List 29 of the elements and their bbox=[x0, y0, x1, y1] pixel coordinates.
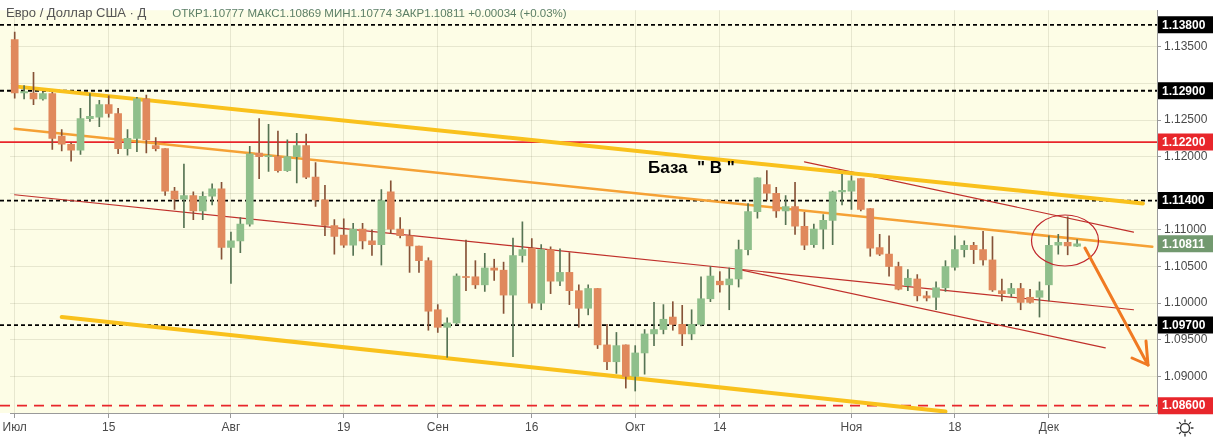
y-tick-label: 1.13500 bbox=[1164, 39, 1208, 54]
chart-title: Евро / Доллар США · Д bbox=[6, 5, 147, 20]
ref-line-label: 1.09700 bbox=[1162, 317, 1206, 332]
x-tick-label: 18 bbox=[948, 419, 962, 434]
x-tick-label: 19 bbox=[337, 419, 351, 434]
y-tick-label: 1.12500 bbox=[1164, 112, 1208, 127]
y-tick-label: 1.12000 bbox=[1164, 148, 1208, 163]
x-tick-label: Июл bbox=[2, 419, 27, 434]
x-tick-label: 15 bbox=[102, 419, 116, 434]
text: 1.10811 bbox=[1162, 236, 1206, 251]
annotation: База " В " bbox=[648, 158, 735, 178]
ref-line-label: 1.13800 bbox=[1162, 17, 1206, 32]
x-tick-label: 14 bbox=[713, 419, 727, 434]
x-tick-label: Окт bbox=[625, 419, 646, 434]
y-tick-label: 1.09000 bbox=[1164, 368, 1208, 383]
y-tick-label: 1.10500 bbox=[1164, 258, 1208, 273]
x-tick-label: Ноя bbox=[840, 419, 863, 434]
ref-line-label: 1.12200 bbox=[1162, 134, 1206, 149]
x-tick-label: Авг bbox=[221, 419, 241, 434]
x-tick-label: Сен bbox=[426, 419, 449, 434]
y-tick-label: 1.11000 bbox=[1164, 222, 1207, 237]
ref-line-label: 1.11400 bbox=[1162, 193, 1206, 208]
x-tick-label: Дек bbox=[1038, 419, 1060, 434]
y-tick-label: 1.10000 bbox=[1164, 295, 1208, 310]
ref-line-label: 1.08600 bbox=[1162, 398, 1206, 413]
y-tick-label: 1.09500 bbox=[1164, 332, 1208, 347]
ref-line-label: 1.12900 bbox=[1162, 83, 1206, 98]
chart-subtitle: ОТКР1.10777 МАКС1.10869 МИН1.10774 ЗАКР1.10811 +0.00034 (+0.03%) bbox=[172, 7, 567, 19]
x-tick-label: 16 bbox=[525, 419, 539, 434]
